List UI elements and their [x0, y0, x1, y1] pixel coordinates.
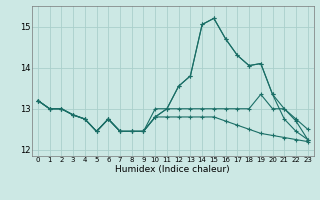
X-axis label: Humidex (Indice chaleur): Humidex (Indice chaleur): [116, 165, 230, 174]
